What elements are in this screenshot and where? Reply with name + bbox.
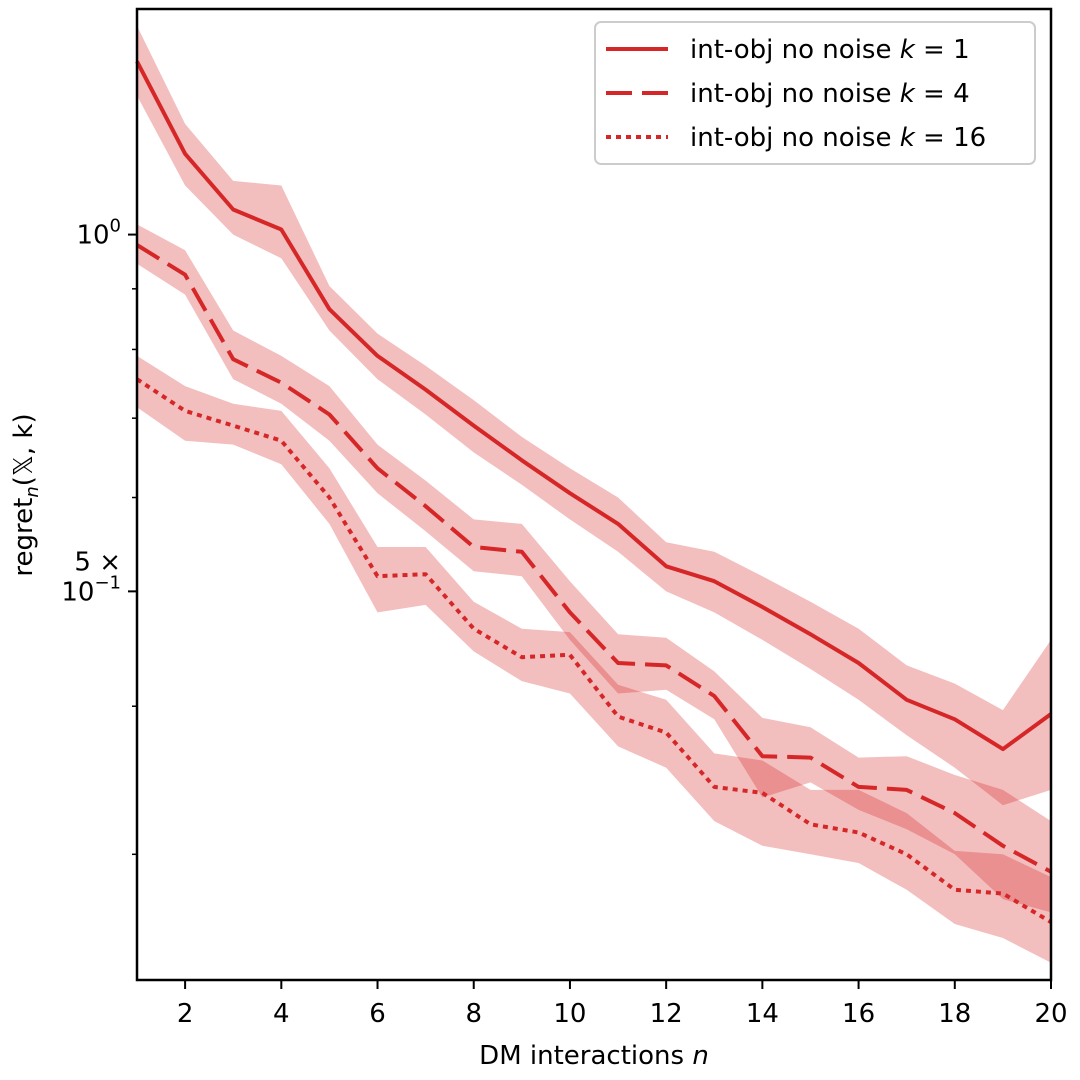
y-tick-label: 5 × (74, 547, 121, 577)
legend: int-obj no noise k = 1 int-obj no noise k… (594, 21, 1036, 165)
series-lines (135, 60, 1053, 924)
x-tick-label: 14 (746, 999, 779, 1029)
x-tick-label: 10 (553, 999, 586, 1029)
line-series-2 (135, 243, 1052, 874)
line-series-3 (135, 377, 1053, 924)
x-tick-label: 18 (938, 999, 971, 1029)
legend-label-2: int-obj no noise k = 4 (690, 79, 970, 109)
x-tick-label: 6 (369, 999, 386, 1029)
x-axis-ticks: 2 4 6 8 10 12 14 16 18 20 (177, 980, 1068, 1029)
band-series-3 (137, 355, 1051, 963)
x-tick-label: 16 (842, 999, 875, 1029)
confidence-bands (137, 25, 1051, 963)
x-tick-label: 20 (1034, 999, 1067, 1029)
legend-label-3: int-obj no noise k = 16 (690, 123, 986, 153)
x-tick-label: 2 (177, 999, 194, 1029)
legend-box (594, 21, 1036, 165)
band-series-2 (137, 224, 1051, 913)
x-tick-label: 12 (650, 999, 683, 1029)
y-axis-ticks: 100 5 ×10−1 (61, 216, 137, 856)
x-axis-title: DM interactions n (479, 1041, 709, 1071)
legend-label-1: int-obj no noise k = 1 (690, 35, 970, 65)
y-tick-label: 100 (76, 216, 121, 251)
band-series-1 (137, 25, 1051, 806)
plot-frame (135, 7, 1053, 982)
x-tick-label: 4 (273, 999, 290, 1029)
line-series-1 (135, 60, 1053, 752)
y-tick-label: 10−1 (61, 572, 121, 607)
y-axis-title: regretn(𝕏, k) (9, 413, 43, 576)
x-tick-label: 8 (465, 999, 482, 1029)
